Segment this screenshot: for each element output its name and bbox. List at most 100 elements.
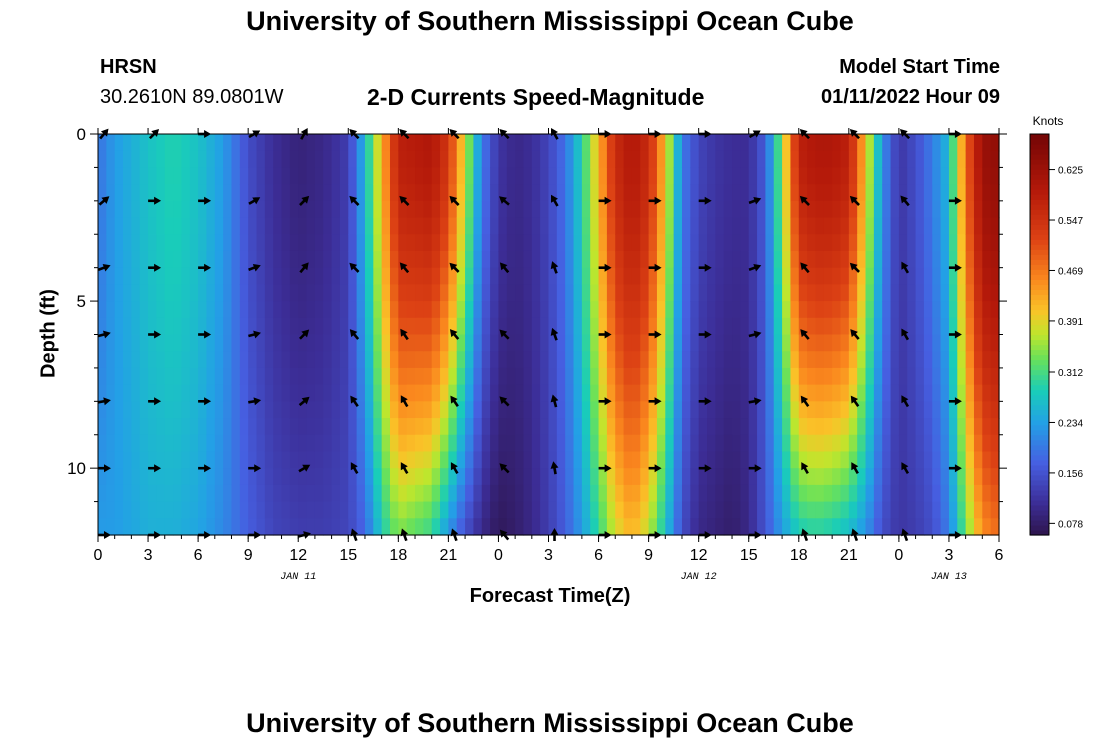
heatmap-cell	[890, 401, 900, 419]
heatmap-cell	[915, 134, 925, 152]
heatmap-cell	[339, 250, 349, 269]
heatmap-cell	[773, 434, 783, 453]
heatmap-cell	[823, 167, 833, 185]
heatmap-cell	[239, 217, 249, 235]
heatmap-cell	[665, 401, 675, 419]
heatmap-cell	[573, 167, 583, 185]
heatmap-cell	[757, 250, 766, 269]
x-tick-label: 3	[544, 547, 553, 564]
heatmap-cell	[932, 501, 942, 519]
heatmap-cell	[381, 167, 391, 185]
heatmap-cell	[506, 267, 516, 285]
current-vector-arrow	[851, 528, 859, 542]
heatmap-cell	[656, 451, 666, 469]
heatmap-cell	[306, 468, 316, 486]
heatmap-cell	[982, 384, 992, 402]
heatmap-cell	[548, 418, 558, 436]
heatmap-cell	[765, 518, 775, 536]
heatmap-cell	[748, 334, 758, 352]
current-vector-arrow	[948, 464, 962, 473]
heatmap-cell	[314, 334, 324, 352]
heatmap-cell	[890, 434, 900, 453]
heatmap-cell	[306, 334, 316, 352]
heatmap-cell	[331, 518, 341, 536]
heatmap-cell	[948, 351, 958, 369]
heatmap-cell	[548, 484, 558, 503]
heatmap-cell	[823, 234, 833, 252]
heatmap-cell	[640, 200, 650, 219]
heatmap-cell	[98, 184, 107, 202]
heatmap-cell	[456, 317, 466, 336]
heatmap-cell	[498, 284, 508, 302]
heatmap-cell	[973, 367, 983, 386]
heatmap-cell	[732, 501, 741, 519]
heatmap-cell	[673, 217, 683, 235]
x-tick-label: 15	[740, 547, 758, 564]
heatmap-cell	[848, 301, 858, 319]
heatmap-cell	[782, 434, 792, 453]
heatmap-cell	[523, 250, 533, 269]
heatmap-cell	[631, 200, 641, 219]
heatmap-cell	[473, 134, 483, 152]
heatmap-cell	[757, 334, 766, 352]
heatmap-cell	[590, 451, 600, 469]
colorbar-segment	[1030, 374, 1049, 381]
heatmap-cell	[181, 501, 191, 519]
heatmap-cell	[957, 468, 967, 486]
heatmap-cell	[923, 200, 933, 219]
heatmap-cell	[656, 367, 666, 386]
heatmap-cell	[114, 184, 124, 202]
heatmap-cell	[431, 167, 441, 185]
heatmap-cell	[823, 418, 833, 436]
heatmap-cell	[681, 468, 691, 486]
colorbar-segment	[1030, 319, 1049, 326]
heatmap-cell	[965, 284, 975, 302]
heatmap-cell	[456, 434, 466, 453]
heatmap-cell	[114, 217, 124, 235]
heatmap-cell	[256, 184, 266, 202]
heatmap-cell	[890, 367, 900, 386]
heatmap-cell	[707, 200, 716, 219]
heatmap-cell	[114, 434, 124, 453]
vector-head	[301, 396, 310, 405]
current-vector-arrow	[449, 262, 460, 273]
current-vector-arrow	[499, 129, 510, 140]
heatmap-cell	[523, 418, 533, 436]
heatmap-cell	[873, 351, 883, 369]
heatmap-cell	[815, 434, 825, 453]
heatmap-cell	[898, 501, 908, 519]
heatmap-cell	[264, 351, 274, 369]
current-vector-arrow	[98, 464, 111, 473]
heatmap-cell	[573, 184, 583, 202]
heatmap-cell	[890, 250, 900, 269]
heatmap-cell	[848, 250, 858, 269]
heatmap-cell	[631, 317, 641, 336]
heatmap-cell	[381, 518, 391, 536]
heatmap-cell	[273, 418, 283, 436]
current-vector-arrow	[648, 464, 662, 473]
heatmap-cell	[990, 284, 1000, 302]
heatmap-cell	[898, 317, 908, 336]
heatmap-cell	[907, 317, 917, 336]
heatmap-cell	[748, 301, 758, 319]
heatmap-cell	[982, 134, 992, 152]
heatmap-cell	[381, 434, 391, 453]
heatmap-cell	[907, 484, 917, 503]
heatmap-cell	[473, 351, 483, 369]
heatmap-cell	[123, 401, 132, 419]
vector-head	[100, 128, 109, 137]
heatmap-cell	[598, 334, 608, 352]
heatmap-cell	[306, 267, 316, 285]
heatmap-cell	[882, 334, 892, 352]
heatmap-cell	[807, 351, 817, 369]
heatmap-cell	[314, 451, 324, 469]
heatmap-cell	[531, 217, 541, 235]
heatmap-cell	[815, 367, 825, 386]
colorbar-segment	[1030, 474, 1049, 481]
heatmap-cell	[298, 234, 308, 252]
heatmap-cell	[198, 401, 208, 419]
current-vector-arrow	[598, 263, 612, 272]
heatmap-cell	[857, 250, 867, 269]
heatmap-cell	[381, 418, 391, 436]
